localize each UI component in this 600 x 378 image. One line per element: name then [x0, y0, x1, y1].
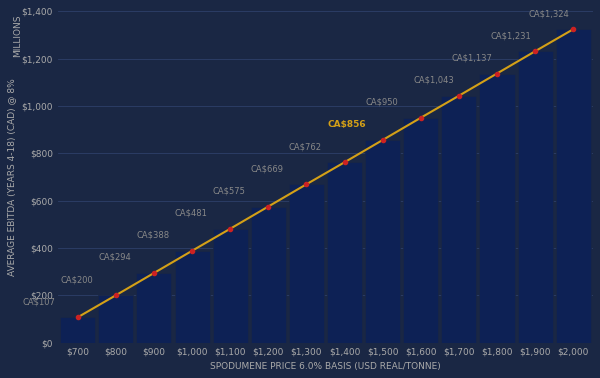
Y-axis label: AVERAGE EBITDA (YEARS 4-18) (CAD) @ 8%: AVERAGE EBITDA (YEARS 4-18) (CAD) @ 8% — [7, 78, 16, 276]
Bar — [251, 206, 286, 342]
Bar — [365, 140, 400, 342]
Text: MILLIONS: MILLIONS — [13, 15, 22, 57]
Text: CA$950: CA$950 — [365, 98, 398, 107]
Text: CA$856: CA$856 — [327, 120, 366, 129]
Bar — [556, 29, 591, 342]
Text: CA$1,231: CA$1,231 — [490, 31, 531, 40]
Bar — [60, 317, 95, 342]
Text: CA$762: CA$762 — [289, 142, 322, 151]
Bar — [136, 273, 172, 342]
Bar — [403, 118, 438, 342]
Bar — [289, 184, 324, 342]
Text: CA$107: CA$107 — [22, 297, 55, 306]
X-axis label: SPODUMENE PRICE 6.0% BASIS (USD REAL/TONNE): SPODUMENE PRICE 6.0% BASIS (USD REAL/TON… — [210, 362, 441, 371]
Bar — [98, 295, 133, 342]
Bar — [327, 162, 362, 342]
Text: CA$481: CA$481 — [175, 209, 208, 218]
Bar — [442, 96, 476, 342]
Text: CA$1,324: CA$1,324 — [529, 9, 569, 18]
Text: CA$1,043: CA$1,043 — [414, 76, 455, 85]
Text: CA$1,137: CA$1,137 — [452, 53, 493, 62]
Text: CA$200: CA$200 — [60, 275, 93, 284]
Text: CA$669: CA$669 — [251, 164, 284, 173]
Bar — [212, 229, 248, 342]
Bar — [479, 73, 515, 342]
Bar — [175, 251, 209, 342]
Text: CA$294: CA$294 — [98, 253, 131, 262]
Text: CA$388: CA$388 — [136, 231, 170, 240]
Bar — [518, 51, 553, 342]
Text: CA$575: CA$575 — [213, 186, 245, 195]
